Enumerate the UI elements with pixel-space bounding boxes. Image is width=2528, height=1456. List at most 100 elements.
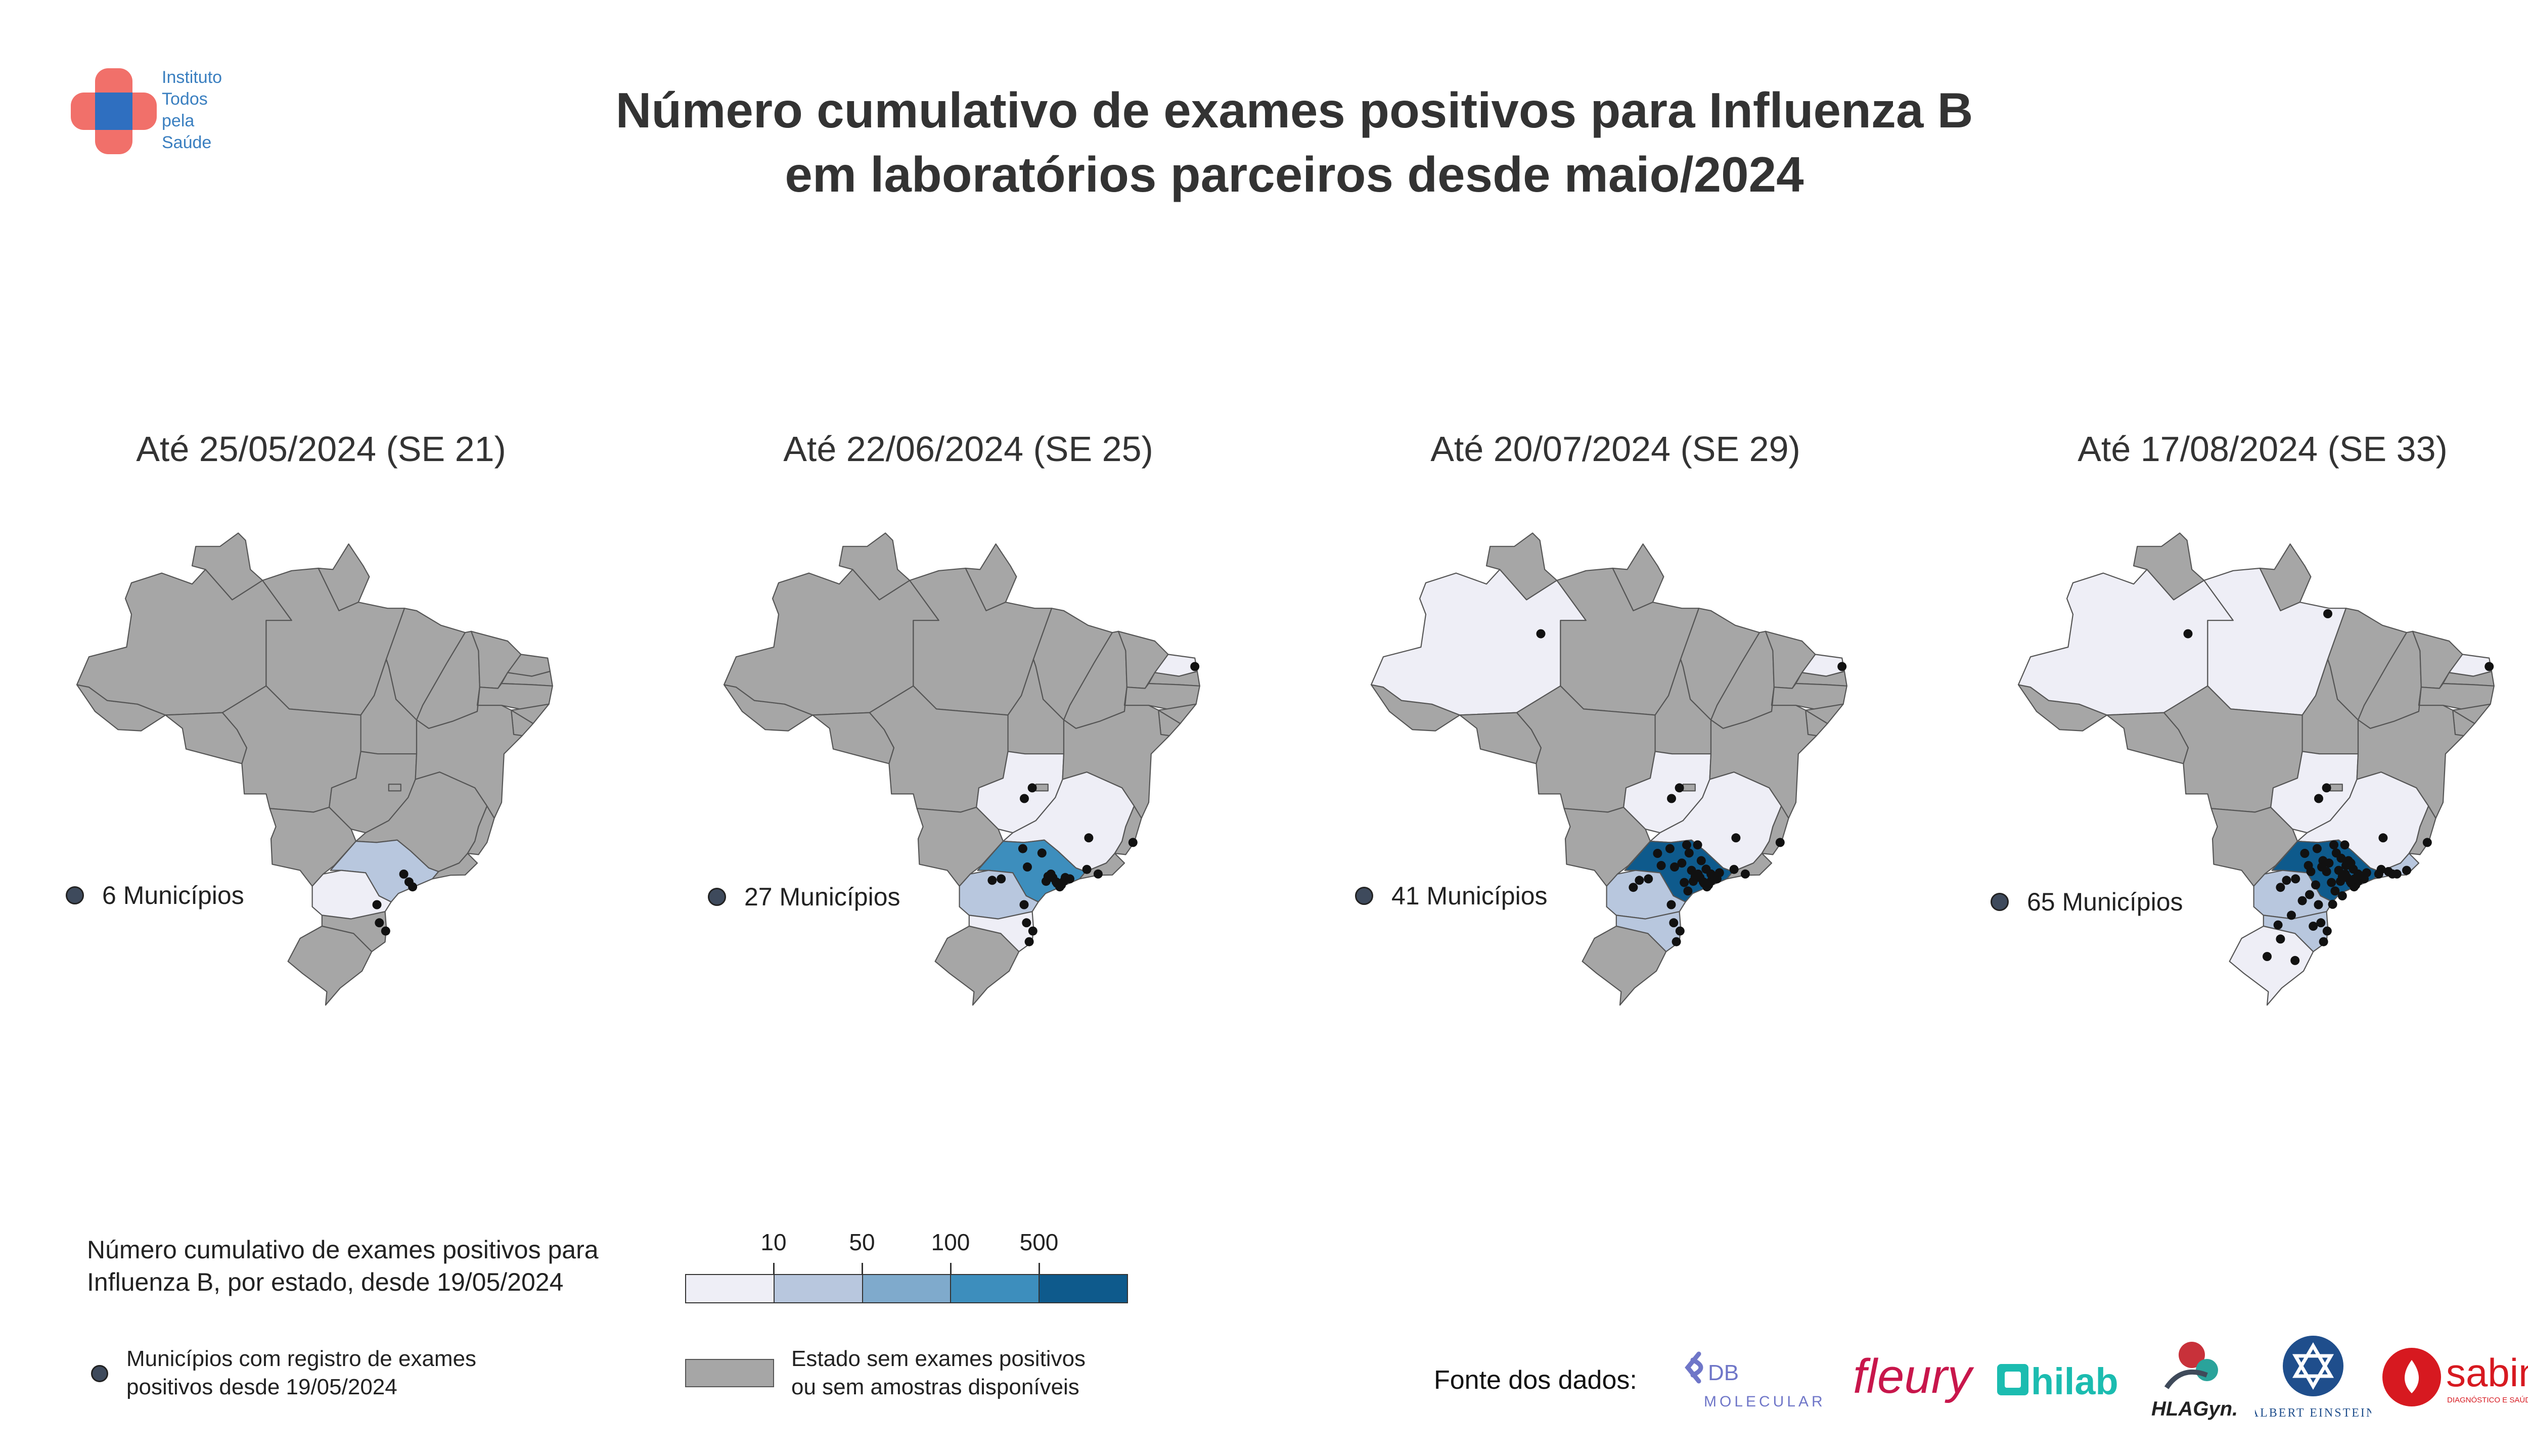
municipio-point: [1683, 886, 1693, 896]
municipio-point: [987, 876, 997, 885]
municipio-point: [1775, 838, 1785, 847]
municipio-point: [1693, 840, 1702, 850]
municipio-point: [1028, 926, 1037, 936]
municipio-point: [1093, 869, 1103, 879]
municipio-point: [2311, 880, 2320, 890]
municipio-point: [1667, 794, 1676, 803]
svg-text:fleury: fleury: [1853, 1349, 1974, 1403]
municipio-point: [1018, 844, 1027, 853]
municipio-point: [2346, 858, 2356, 868]
scale-tick-label: 100: [931, 1229, 970, 1255]
municipio-point: [2290, 956, 2300, 965]
svg-text:HLAGyn.: HLAGyn.: [2151, 1398, 2238, 1420]
municipio-point: [2300, 849, 2310, 858]
state-es: [467, 805, 495, 855]
scale-tick-label: 50: [849, 1229, 875, 1255]
municipio-point: [2319, 937, 2328, 946]
municipio-point: [2378, 833, 2388, 843]
panel-title-se29: Até 20/07/2024 (SE 29): [1430, 429, 1800, 469]
svg-text:DIAGNÓSTICO E SAÚDE: DIAGNÓSTICO E SAÚDE: [2447, 1396, 2528, 1404]
municipio-point: [2384, 867, 2393, 876]
municipios-count-se25: 27 Municípios: [708, 882, 900, 912]
state-rr: [191, 532, 263, 601]
hlagyn-logo: HLAGyn.: [2151, 1342, 2238, 1420]
municipio-point: [2422, 838, 2432, 847]
municipios-legend: Municípios com registro de exames positi…: [91, 1345, 476, 1401]
scale-bin: [686, 1275, 775, 1302]
municipio-point: [2337, 891, 2347, 900]
brazil-map-se25: [723, 532, 1200, 1006]
state-pr: [959, 870, 1039, 920]
svg-text:sabin: sabin: [2446, 1350, 2528, 1395]
municipio-point: [1190, 662, 1200, 671]
municipio-dot-icon: [66, 886, 84, 904]
municipio-point: [1669, 918, 1679, 928]
municipio-point: [381, 926, 390, 936]
sources-label: Fonte dos dados:: [1434, 1366, 1637, 1395]
municipio-point: [2276, 883, 2285, 892]
municipio-point: [2374, 869, 2383, 879]
svg-text:DB: DB: [1708, 1360, 1739, 1385]
state-rs: [287, 925, 373, 1006]
municipio-point: [2485, 662, 2494, 671]
page-title: Número cumulativo de exames positivos pa…: [404, 78, 2184, 207]
color-scale-legend: 10 50 100 500: [685, 1228, 1130, 1309]
svg-text:hilab: hilab: [2031, 1360, 2118, 1402]
municipios-layer: [1536, 629, 1847, 946]
municipio-point: [1740, 869, 1750, 879]
municipio-point: [1684, 848, 1694, 858]
state-rs: [934, 925, 1020, 1006]
municipio-point: [1837, 662, 1847, 671]
panel-title-se33: Até 17/08/2024 (SE 33): [2078, 429, 2448, 469]
instituto-todos-pela-saude-logo: Instituto Todos pela Saúde: [71, 66, 283, 157]
scale-tick-label: 10: [760, 1229, 787, 1255]
municipio-dot-icon: [708, 887, 726, 906]
municipio-point: [1666, 900, 1676, 909]
municipio-point: [2330, 886, 2340, 896]
municipio-point: [1672, 937, 1681, 946]
municipio-point: [1023, 862, 1032, 872]
db-molecular-logo: DB MOLECULAR: [1685, 1351, 1826, 1410]
municipio-point: [2329, 840, 2338, 850]
municipio-point: [1629, 883, 1638, 892]
municipio-point: [2355, 871, 2364, 880]
no-data-legend: Estado sem exames positivos ou sem amost…: [685, 1345, 1086, 1401]
municipio-point: [2402, 866, 2411, 875]
state-df: [1035, 784, 1049, 792]
state-rj: [1726, 852, 1773, 880]
municipio-point: [1675, 926, 1685, 936]
municipio-point: [1082, 864, 1092, 874]
municipio-point: [1084, 833, 1094, 843]
municipio-point: [1704, 880, 1713, 890]
brazil-map-se33: [2017, 532, 2495, 1006]
hilab-logo: hilab: [1997, 1360, 2118, 1402]
municipio-point: [1687, 866, 1696, 875]
municipio-point: [372, 900, 382, 909]
municipio-point: [2183, 629, 2193, 639]
municipio-point: [2340, 840, 2350, 850]
sabin-logo: sabin DIAGNÓSTICO E SAÚDE: [2382, 1348, 2528, 1406]
scale-tick-label: 500: [1019, 1229, 1059, 1255]
states-layer: [723, 532, 1200, 1006]
panel-title-se25: Até 22/06/2024 (SE 25): [783, 429, 1153, 469]
state-df: [388, 784, 401, 792]
svg-text:MOLECULAR: MOLECULAR: [1704, 1393, 1826, 1410]
municipio-point: [399, 870, 409, 879]
municipio-point: [1653, 849, 1662, 858]
no-data-swatch: [685, 1359, 774, 1387]
state-rj: [1079, 852, 1125, 880]
states-layer: [2017, 532, 2495, 1006]
municipio-point: [1680, 878, 1689, 887]
municipio-point: [1037, 848, 1047, 858]
state-es: [2408, 805, 2436, 855]
municipio-point: [2263, 952, 2272, 961]
municipio-point: [2322, 783, 2331, 793]
municipio-point: [1635, 876, 1644, 885]
municipio-point: [1656, 861, 1666, 870]
municipio-point: [2362, 868, 2371, 878]
municipio-point: [2314, 900, 2323, 909]
fleury-logo: fleury: [1853, 1349, 1974, 1403]
scale-bin: [1040, 1275, 1127, 1302]
municipio-point: [2312, 844, 2322, 853]
municipio-point: [1729, 864, 1739, 874]
